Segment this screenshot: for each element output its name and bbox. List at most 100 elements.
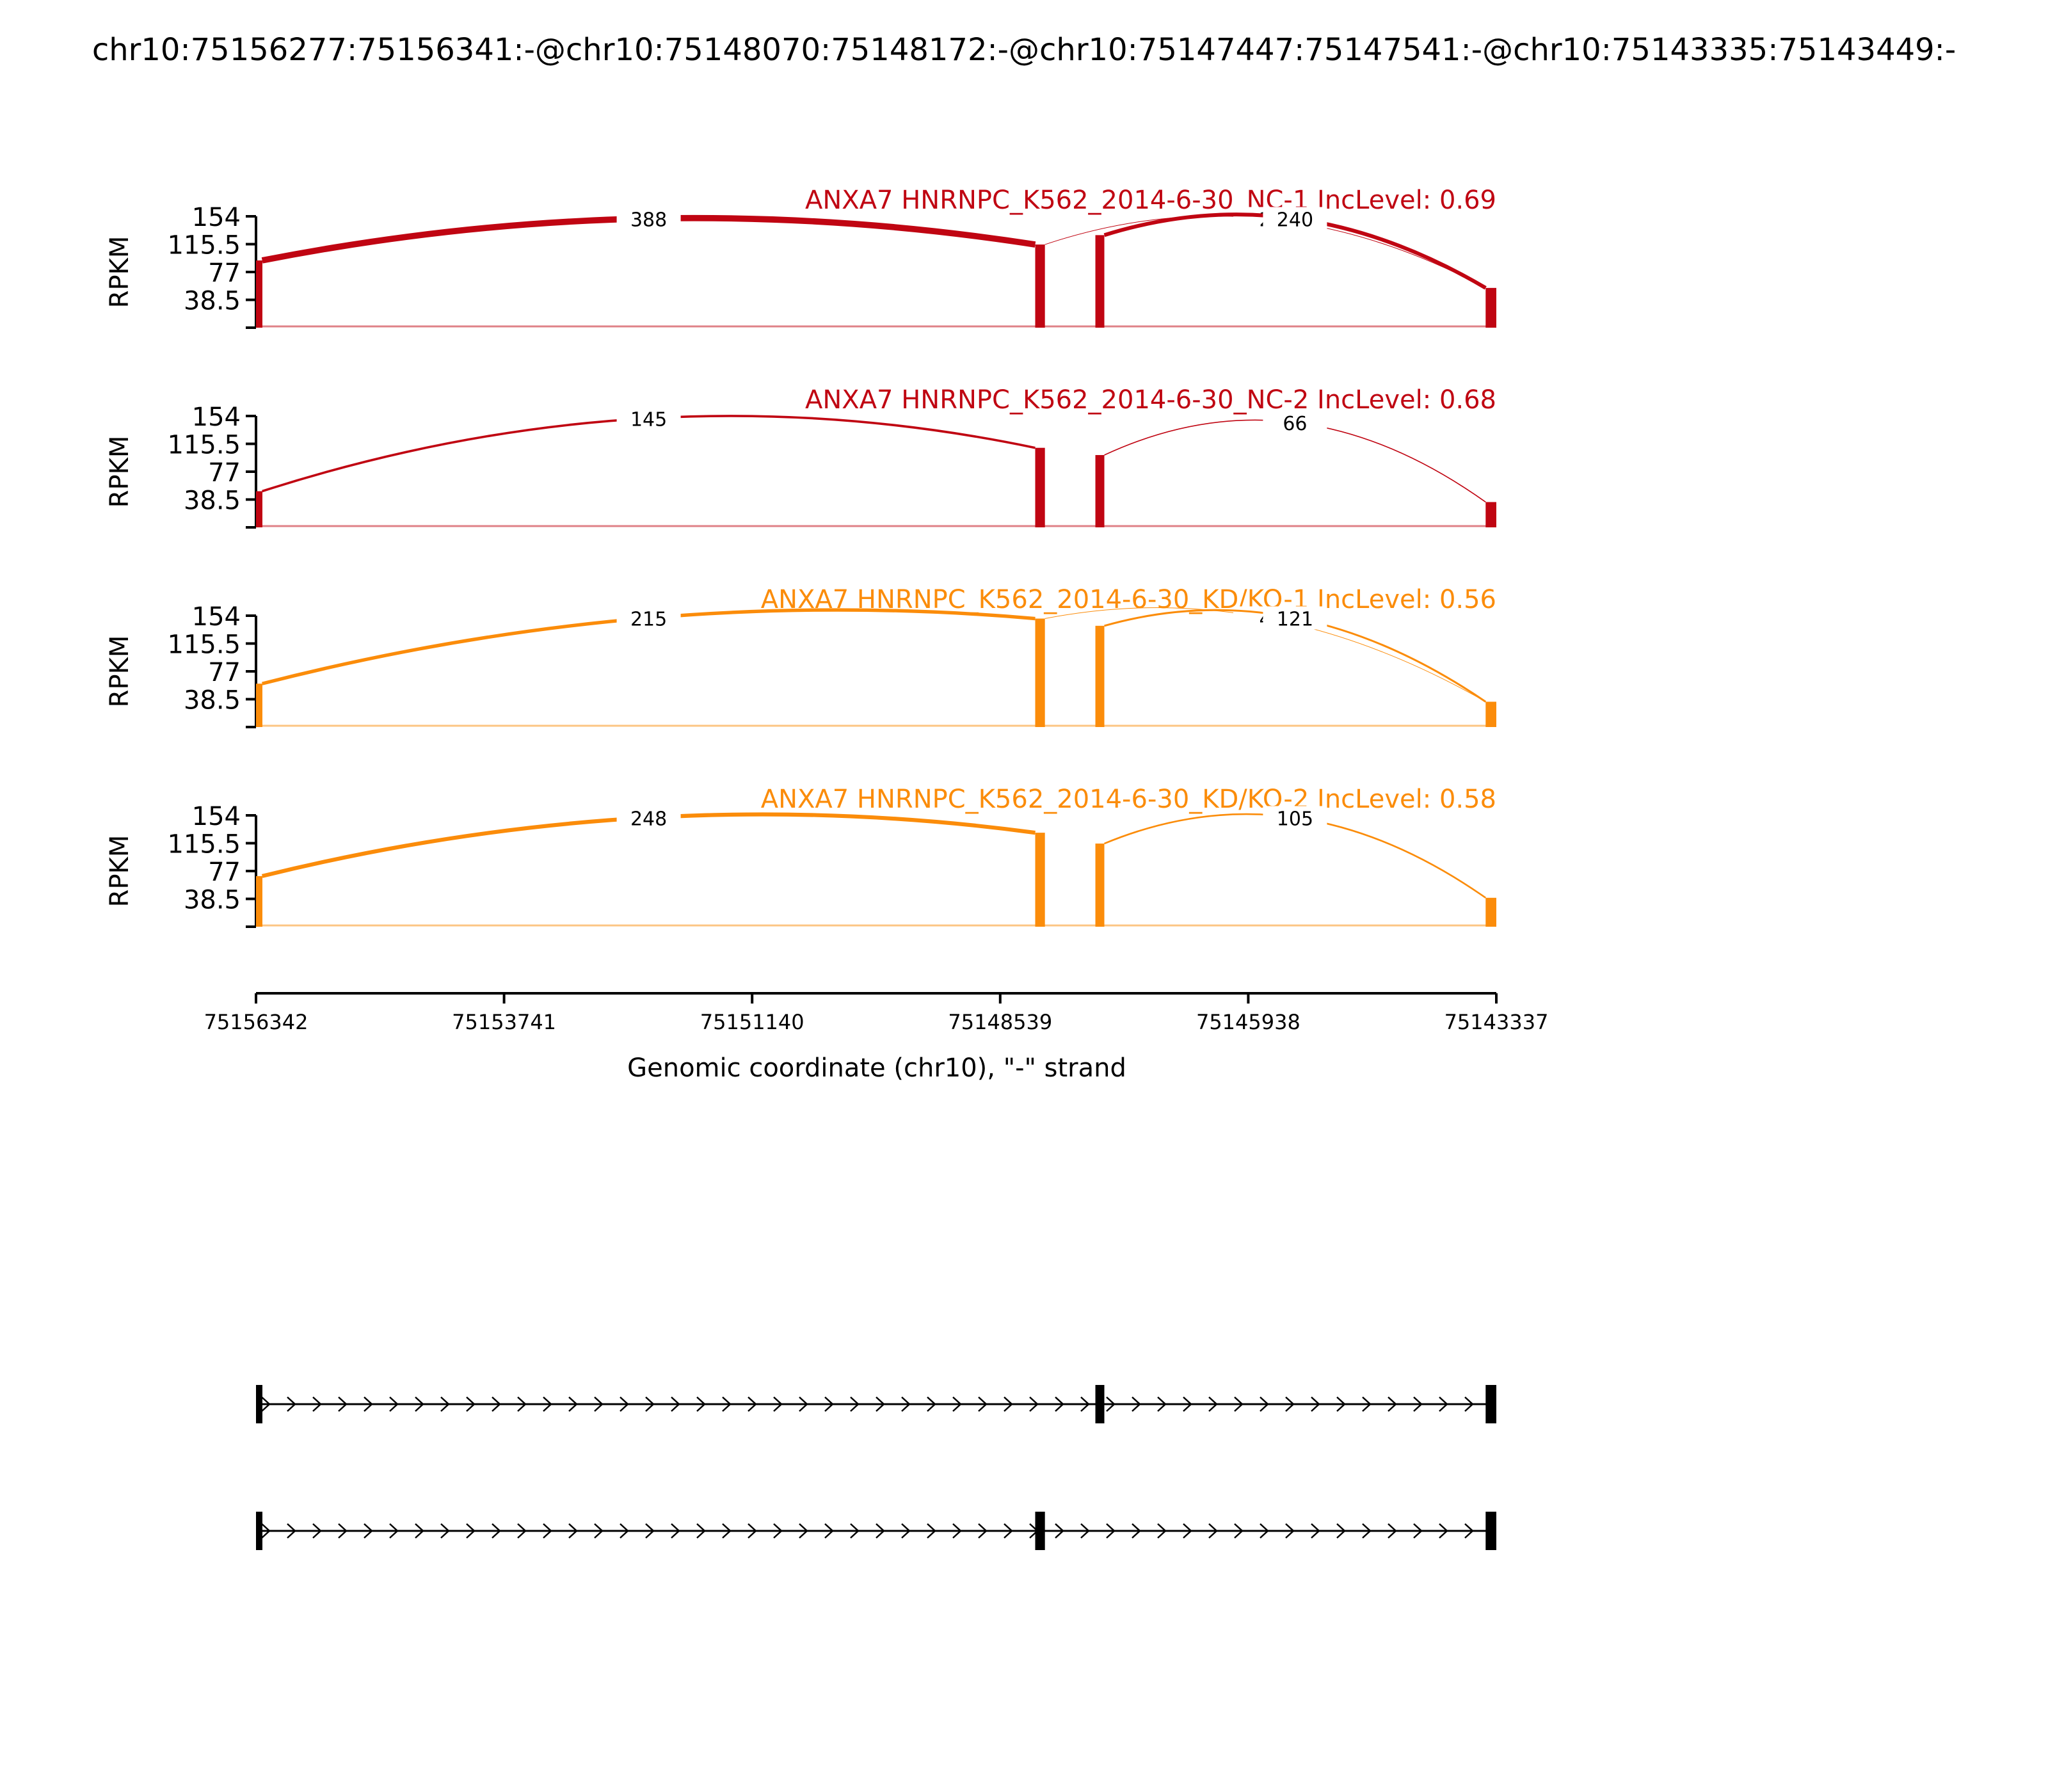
strand-arrow bbox=[594, 1396, 604, 1412]
y-tick-label: 115.5 bbox=[167, 830, 241, 860]
exon-coverage bbox=[1035, 244, 1045, 328]
exon-coverage bbox=[1485, 502, 1496, 527]
strand-arrow bbox=[338, 1396, 348, 1412]
strand-arrow bbox=[876, 1523, 885, 1539]
exon-coverage bbox=[1035, 618, 1045, 727]
strand-arrow bbox=[1362, 1396, 1372, 1412]
strand-arrow bbox=[696, 1523, 706, 1539]
strand-arrow bbox=[1208, 1396, 1218, 1412]
junction-label-bg bbox=[1263, 207, 1327, 230]
junction-label: 105 bbox=[1277, 808, 1313, 830]
y-axis-label: RPKM bbox=[105, 236, 134, 308]
strand-arrow bbox=[466, 1523, 476, 1539]
junction-label-bg bbox=[616, 406, 681, 430]
strand-arrow bbox=[952, 1523, 962, 1539]
x-tick-label: 75143337 bbox=[1444, 1010, 1549, 1034]
junction-label-bg bbox=[1263, 806, 1327, 829]
strand-arrow bbox=[696, 1396, 706, 1412]
exon-coverage bbox=[1095, 844, 1105, 927]
y-tick-label: 77 bbox=[208, 458, 241, 488]
strand-arrow bbox=[1285, 1396, 1295, 1412]
y-axis-label: RPKM bbox=[105, 835, 134, 908]
strand-arrow bbox=[1183, 1396, 1192, 1412]
strand-arrow bbox=[287, 1523, 296, 1539]
strand-arrow bbox=[927, 1396, 936, 1412]
y-axis-label: RPKM bbox=[105, 436, 134, 508]
exon-coverage bbox=[1035, 833, 1045, 927]
exon-coverage bbox=[256, 260, 262, 328]
isoform-structures bbox=[256, 1385, 1496, 1550]
strand-arrow bbox=[1080, 1396, 1090, 1412]
exon-coverage bbox=[256, 491, 262, 527]
junction-label-bg bbox=[616, 606, 681, 630]
exon-coverage bbox=[1485, 701, 1496, 727]
y-tick-label: 77 bbox=[208, 858, 241, 887]
strand-arrow bbox=[466, 1396, 476, 1412]
strand-arrow bbox=[1285, 1523, 1295, 1539]
y-tick-label: 115.5 bbox=[167, 231, 241, 260]
strand-arrow bbox=[1157, 1396, 1167, 1412]
exon-coverage bbox=[1095, 625, 1105, 727]
x-axis-label: Genomic coordinate (chr10), "-" strand bbox=[627, 1053, 1126, 1083]
strand-arrow bbox=[1439, 1523, 1448, 1539]
strand-arrow bbox=[850, 1396, 860, 1412]
strand-arrow bbox=[1132, 1523, 1141, 1539]
strand-arrow bbox=[389, 1396, 399, 1412]
strand-arrow bbox=[1004, 1523, 1013, 1539]
track-label: ANXA7 HNRNPC_K562_2014-6-30_NC-1 IncLeve… bbox=[805, 186, 1496, 215]
strand-arrow bbox=[1336, 1523, 1346, 1539]
strand-arrow bbox=[492, 1523, 501, 1539]
strand-arrow bbox=[1234, 1396, 1244, 1412]
strand-arrow bbox=[1080, 1523, 1090, 1539]
junction-label: 388 bbox=[630, 209, 667, 231]
strand-arrow bbox=[1362, 1523, 1372, 1539]
strand-arrow bbox=[1311, 1523, 1320, 1539]
strand-arrow bbox=[287, 1396, 296, 1412]
exon-block bbox=[1485, 1385, 1496, 1423]
exon-block bbox=[256, 1385, 262, 1423]
strand-arrow bbox=[1464, 1523, 1474, 1539]
strand-arrow bbox=[645, 1396, 655, 1412]
x-tick-label: 75156342 bbox=[204, 1010, 308, 1034]
strand-arrow bbox=[568, 1523, 578, 1539]
exon-coverage bbox=[256, 876, 262, 927]
y-axis-label: RPKM bbox=[105, 636, 134, 708]
exon-coverage bbox=[1095, 235, 1105, 328]
strand-arrow bbox=[1157, 1523, 1167, 1539]
strand-arrow bbox=[1388, 1396, 1397, 1412]
strand-arrow bbox=[952, 1396, 962, 1412]
strand-arrow bbox=[799, 1396, 808, 1412]
strand-arrow bbox=[748, 1396, 757, 1412]
strand-arrow bbox=[440, 1523, 450, 1539]
strand-arrow bbox=[1234, 1523, 1244, 1539]
junction-label-bg bbox=[1263, 411, 1327, 435]
strand-arrow bbox=[876, 1396, 885, 1412]
y-tick-label: 154 bbox=[192, 403, 241, 432]
strand-arrow bbox=[978, 1523, 988, 1539]
strand-arrow bbox=[722, 1523, 732, 1539]
y-tick-label: 77 bbox=[208, 658, 241, 687]
strand-arrow bbox=[517, 1523, 527, 1539]
x-tick-label: 75148539 bbox=[948, 1010, 1052, 1034]
isoform-2 bbox=[256, 1512, 1496, 1550]
strand-arrow bbox=[338, 1523, 348, 1539]
y-tick-label: 115.5 bbox=[167, 630, 241, 660]
exon-coverage bbox=[1035, 447, 1045, 527]
strand-arrow bbox=[594, 1523, 604, 1539]
strand-arrow bbox=[1336, 1396, 1346, 1412]
y-tick-label: 38.5 bbox=[184, 287, 241, 316]
y-tick-label: 154 bbox=[192, 602, 241, 632]
track-label: ANXA7 HNRNPC_K562_2014-6-30_NC-2 IncLeve… bbox=[805, 385, 1496, 415]
strand-arrow bbox=[261, 1523, 271, 1539]
junction-label: 248 bbox=[630, 808, 667, 830]
strand-arrow bbox=[773, 1396, 783, 1412]
junction-label: 240 bbox=[1277, 209, 1313, 231]
strand-arrow bbox=[901, 1523, 911, 1539]
strand-arrow bbox=[773, 1523, 783, 1539]
strand-arrow bbox=[312, 1396, 322, 1412]
y-tick-label: 154 bbox=[192, 802, 241, 831]
x-axis: 75156342 75153741 75151140 75148539 75145938… bbox=[204, 992, 1549, 1034]
